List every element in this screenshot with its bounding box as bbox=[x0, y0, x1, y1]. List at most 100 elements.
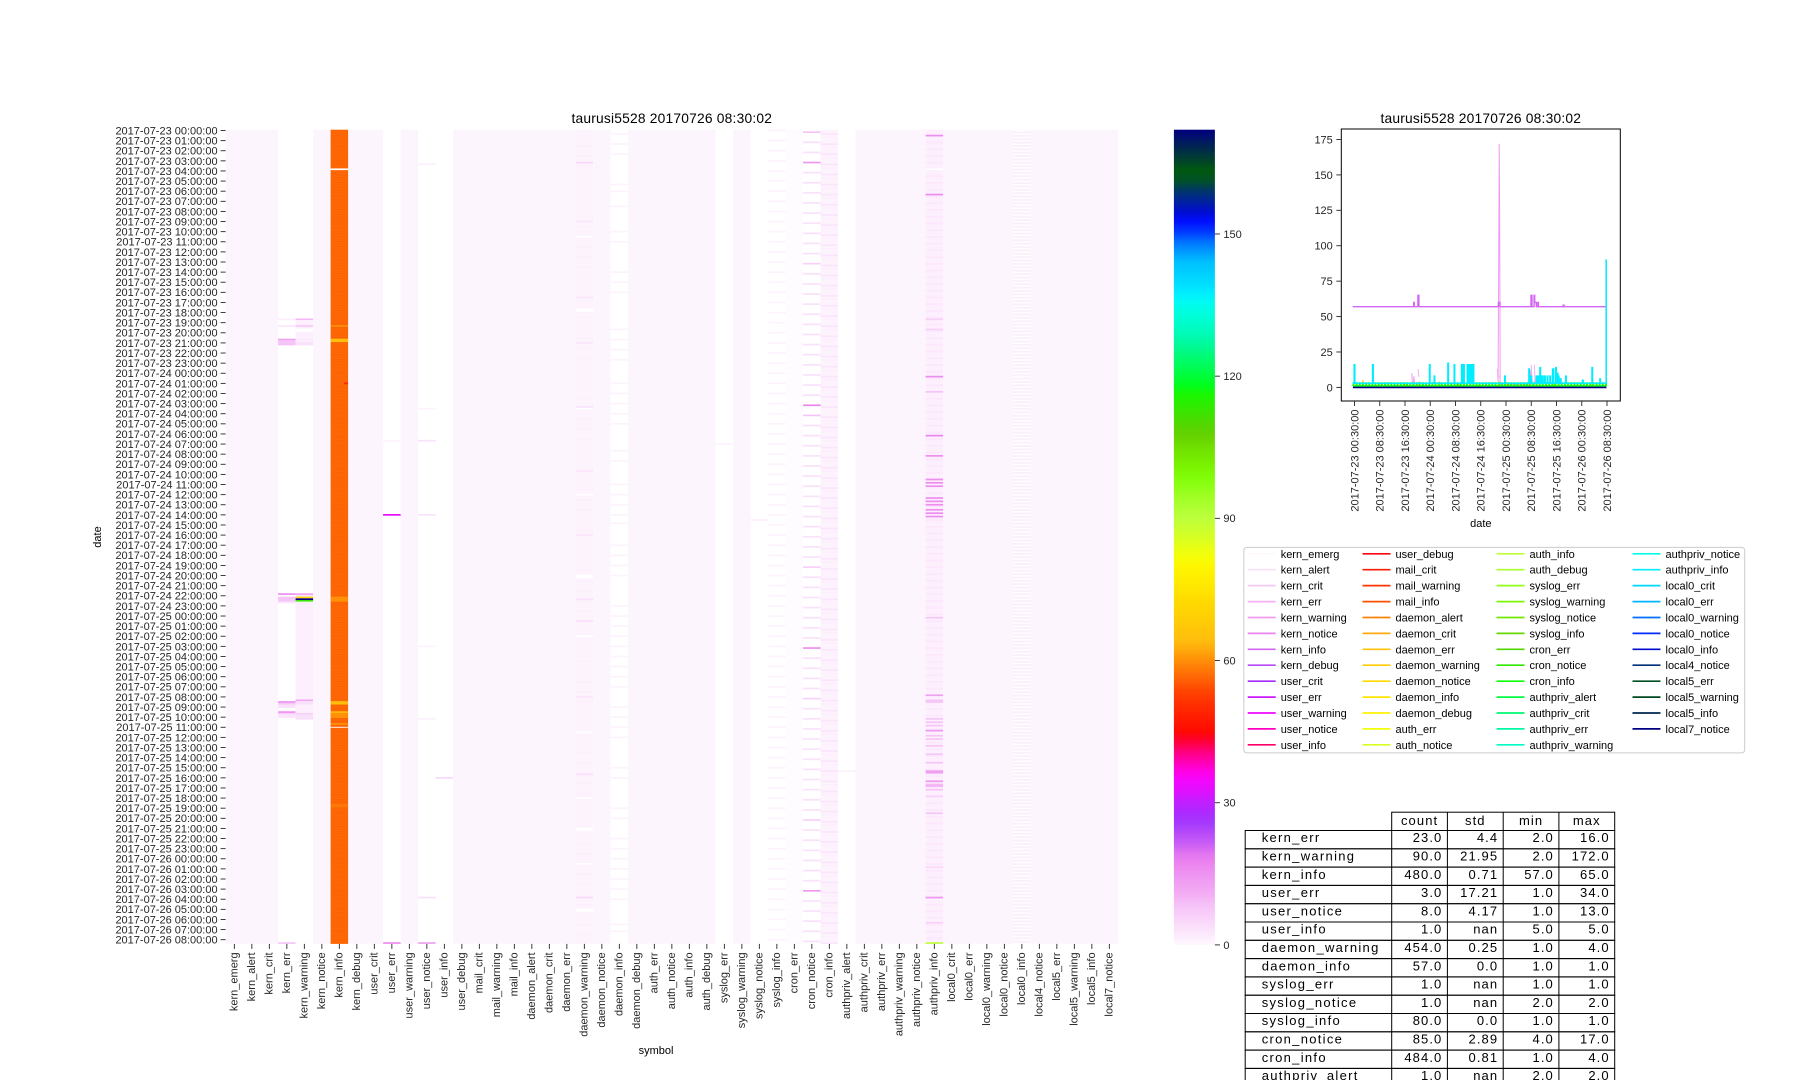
svg-text:2.0: 2.0 bbox=[1588, 995, 1609, 1010]
svg-text:2017-07-25 16:30:00: 2017-07-25 16:30:00 bbox=[1551, 410, 1563, 512]
svg-text:2017-07-25 08:30:00: 2017-07-25 08:30:00 bbox=[1526, 410, 1538, 512]
svg-text:2017-07-24 13:00:00: 2017-07-24 13:00:00 bbox=[115, 500, 217, 512]
svg-text:mail_warning: mail_warning bbox=[1396, 581, 1461, 593]
svg-text:cron_notice: cron_notice bbox=[1262, 1032, 1344, 1047]
svg-text:2017-07-23 16:00:00: 2017-07-23 16:00:00 bbox=[115, 287, 217, 299]
svg-text:std: std bbox=[1465, 813, 1486, 828]
svg-text:local0_crit: local0_crit bbox=[1666, 581, 1716, 593]
svg-text:57.0: 57.0 bbox=[1524, 867, 1554, 882]
svg-text:8.0: 8.0 bbox=[1421, 903, 1442, 918]
svg-text:2017-07-25 00:30:00: 2017-07-25 00:30:00 bbox=[1501, 410, 1513, 512]
svg-text:2017-07-24 11:00:00: 2017-07-24 11:00:00 bbox=[116, 479, 217, 491]
svg-text:kern_alert: kern_alert bbox=[1281, 565, 1330, 577]
svg-text:syslog_info: syslog_info bbox=[1530, 628, 1585, 640]
svg-text:2017-07-24 18:00:00: 2017-07-24 18:00:00 bbox=[115, 550, 217, 562]
svg-text:120: 120 bbox=[1223, 371, 1241, 383]
svg-text:5.0: 5.0 bbox=[1588, 922, 1609, 937]
svg-text:4.0: 4.0 bbox=[1533, 1032, 1554, 1047]
svg-text:2017-07-24 02:00:00: 2017-07-24 02:00:00 bbox=[115, 388, 217, 400]
svg-text:2017-07-24 10:00:00: 2017-07-24 10:00:00 bbox=[115, 469, 217, 481]
svg-text:4.0: 4.0 bbox=[1588, 940, 1609, 955]
svg-text:2017-07-23 03:00:00: 2017-07-23 03:00:00 bbox=[115, 156, 217, 168]
svg-text:2017-07-26 01:00:00: 2017-07-26 01:00:00 bbox=[115, 864, 217, 876]
svg-text:2017-07-24 00:30:00: 2017-07-24 00:30:00 bbox=[1425, 410, 1437, 512]
svg-text:authpriv_err: authpriv_err bbox=[876, 952, 888, 1011]
svg-text:daemon_info: daemon_info bbox=[1262, 958, 1351, 973]
svg-text:0.0: 0.0 bbox=[1477, 1013, 1498, 1028]
svg-text:cron_notice: cron_notice bbox=[806, 952, 818, 1009]
svg-text:kern_alert: kern_alert bbox=[246, 952, 258, 1001]
svg-text:2017-07-25 22:00:00: 2017-07-25 22:00:00 bbox=[115, 833, 217, 845]
svg-text:2017-07-23 20:00:00: 2017-07-23 20:00:00 bbox=[115, 328, 217, 340]
svg-text:0: 0 bbox=[1223, 940, 1229, 952]
svg-text:25: 25 bbox=[1321, 347, 1333, 359]
svg-text:kern_err: kern_err bbox=[1262, 830, 1321, 845]
svg-text:daemon_info: daemon_info bbox=[613, 952, 625, 1016]
svg-text:mail_info: mail_info bbox=[508, 952, 520, 996]
svg-text:2017-07-23 04:00:00: 2017-07-23 04:00:00 bbox=[115, 166, 217, 178]
svg-text:17.21: 17.21 bbox=[1460, 885, 1498, 900]
svg-text:0.71: 0.71 bbox=[1468, 867, 1498, 882]
svg-text:30: 30 bbox=[1223, 798, 1235, 810]
svg-text:5.0: 5.0 bbox=[1533, 922, 1554, 937]
svg-text:2017-07-25 21:00:00: 2017-07-25 21:00:00 bbox=[115, 823, 217, 835]
svg-text:authpriv_warning: authpriv_warning bbox=[1530, 740, 1614, 752]
svg-text:kern_info: kern_info bbox=[1281, 644, 1326, 656]
svg-text:kern_warning: kern_warning bbox=[298, 952, 310, 1018]
svg-text:2017-07-23 08:30:00: 2017-07-23 08:30:00 bbox=[1375, 410, 1387, 512]
svg-text:user_notice: user_notice bbox=[1262, 903, 1344, 918]
svg-text:authpriv_info: authpriv_info bbox=[928, 952, 940, 1015]
svg-text:mail_warning: mail_warning bbox=[491, 952, 503, 1017]
svg-text:authpriv_alert: authpriv_alert bbox=[841, 952, 853, 1019]
svg-text:kern_crit: kern_crit bbox=[1281, 581, 1323, 593]
svg-text:2017-07-23 18:00:00: 2017-07-23 18:00:00 bbox=[115, 307, 217, 319]
svg-text:85.0: 85.0 bbox=[1413, 1032, 1443, 1047]
svg-text:0.0: 0.0 bbox=[1477, 958, 1498, 973]
svg-text:authpriv_warning: authpriv_warning bbox=[893, 952, 905, 1036]
svg-text:4.0: 4.0 bbox=[1588, 1050, 1609, 1065]
svg-text:2017-07-24 00:00:00: 2017-07-24 00:00:00 bbox=[115, 368, 217, 380]
svg-text:syslog_err: syslog_err bbox=[1530, 581, 1581, 593]
svg-text:2017-07-23 22:00:00: 2017-07-23 22:00:00 bbox=[115, 348, 217, 360]
svg-text:484.0: 484.0 bbox=[1404, 1050, 1442, 1065]
svg-text:2017-07-25 02:00:00: 2017-07-25 02:00:00 bbox=[115, 631, 217, 643]
svg-text:2017-07-23 06:00:00: 2017-07-23 06:00:00 bbox=[115, 186, 217, 198]
svg-text:daemon_err: daemon_err bbox=[561, 952, 573, 1012]
svg-text:kern_err: kern_err bbox=[1281, 597, 1322, 609]
svg-text:local7_notice: local7_notice bbox=[1103, 952, 1115, 1016]
svg-text:2017-07-26 00:00:00: 2017-07-26 00:00:00 bbox=[115, 854, 217, 866]
svg-text:auth_debug: auth_debug bbox=[1530, 565, 1588, 577]
svg-text:2017-07-24 08:00:00: 2017-07-24 08:00:00 bbox=[115, 449, 217, 461]
svg-text:2017-07-25 05:00:00: 2017-07-25 05:00:00 bbox=[115, 661, 217, 673]
svg-text:480.0: 480.0 bbox=[1404, 867, 1442, 882]
svg-text:auth_info: auth_info bbox=[1530, 549, 1575, 561]
svg-text:syslog_notice: syslog_notice bbox=[1262, 995, 1358, 1010]
svg-text:local0_notice: local0_notice bbox=[1666, 628, 1730, 640]
svg-text:cron_info: cron_info bbox=[823, 952, 835, 997]
svg-text:syslog_err: syslog_err bbox=[1262, 977, 1335, 992]
svg-text:daemon_alert: daemon_alert bbox=[526, 952, 538, 1019]
svg-text:daemon_notice: daemon_notice bbox=[596, 952, 608, 1027]
svg-text:user_warning: user_warning bbox=[1281, 708, 1347, 720]
svg-text:1.0: 1.0 bbox=[1533, 977, 1554, 992]
svg-text:57.0: 57.0 bbox=[1413, 958, 1443, 973]
svg-text:1.0: 1.0 bbox=[1421, 1068, 1442, 1080]
svg-text:2017-07-26 05:00:00: 2017-07-26 05:00:00 bbox=[115, 904, 217, 916]
svg-text:2017-07-25 04:00:00: 2017-07-25 04:00:00 bbox=[115, 651, 217, 663]
svg-text:2017-07-25 16:00:00: 2017-07-25 16:00:00 bbox=[115, 773, 217, 785]
svg-text:nan: nan bbox=[1473, 1068, 1498, 1080]
svg-text:auth_err: auth_err bbox=[648, 952, 660, 993]
svg-text:auth_info: auth_info bbox=[683, 952, 695, 997]
svg-text:2017-07-24 23:00:00: 2017-07-24 23:00:00 bbox=[115, 601, 217, 613]
svg-text:nan: nan bbox=[1473, 977, 1498, 992]
svg-text:local0_err: local0_err bbox=[963, 952, 975, 1001]
svg-text:2017-07-25 23:00:00: 2017-07-25 23:00:00 bbox=[115, 844, 217, 856]
svg-text:175: 175 bbox=[1314, 134, 1332, 146]
svg-text:2017-07-24 03:00:00: 2017-07-24 03:00:00 bbox=[115, 399, 217, 411]
svg-text:90.0: 90.0 bbox=[1413, 849, 1443, 864]
svg-text:mail_crit: mail_crit bbox=[473, 952, 485, 993]
svg-text:2017-07-25 01:00:00: 2017-07-25 01:00:00 bbox=[115, 621, 217, 633]
svg-text:2017-07-25 20:00:00: 2017-07-25 20:00:00 bbox=[115, 813, 217, 825]
svg-text:2017-07-23 13:00:00: 2017-07-23 13:00:00 bbox=[115, 257, 217, 269]
svg-text:local0_warning: local0_warning bbox=[1666, 613, 1739, 625]
